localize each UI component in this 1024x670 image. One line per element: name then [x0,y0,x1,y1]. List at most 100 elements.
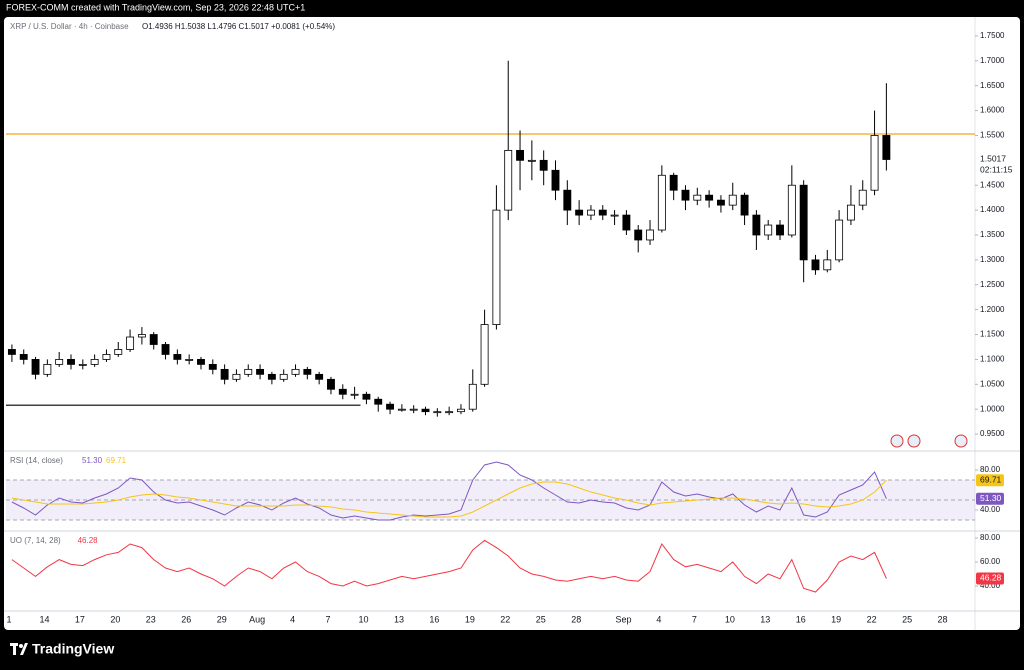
candle-body [468,383,477,410]
candle-body [327,378,335,390]
value-badge [976,492,1004,505]
candle-body [575,209,584,216]
x-tick-label: 4 [656,614,661,624]
candle-body [185,359,194,361]
logo-mark [20,643,28,655]
candle-body [598,209,607,216]
y-tick-label: 0.9500 [980,429,1005,438]
candle-body [622,214,631,231]
indicator-value: 46.28 [78,536,99,545]
x-tick-label: 19 [465,614,475,624]
y-tick-label: 80.00 [980,465,1001,474]
candle-body [31,359,40,375]
candle-body [610,214,619,217]
x-tick-label: 22 [500,614,510,624]
y-tick-label: 1.6500 [980,81,1005,90]
value-badge-label: 46.28 [980,573,1002,583]
event-icon [907,434,921,448]
value-badge [976,572,1004,585]
y-tick-label: 1.7000 [980,56,1005,65]
candle-body [291,368,300,375]
candle-body [563,189,572,211]
y-tick-label: 1.2000 [980,305,1005,314]
candle-body [669,174,678,191]
last-price-label: 1.5017 [980,154,1006,164]
event-icon [954,434,968,448]
brand: TradingView [32,641,114,657]
value-badge-label: 51.30 [980,493,1002,503]
candle-body [587,209,595,216]
x-tick-label: 23 [146,614,156,624]
y-tick-label: 1.3000 [980,255,1005,264]
header: FOREX-COMM created with TradingView.com,… [6,2,305,12]
candle-body [551,169,560,191]
candle-body [421,408,430,413]
y-tick-label: 40.00 [980,505,1001,514]
x-tick-label: 17 [75,614,85,624]
candle-body [173,354,182,360]
x-tick-label: 1 [6,614,11,624]
x-tick-label: 7 [326,614,331,624]
candle-body [7,349,16,355]
candle-body [350,393,359,396]
indicator-line [11,479,887,518]
candle-body [149,334,158,345]
indicator-value: 69.71 [106,456,127,465]
ohlc-legend: O1.4936 H1.5038 L1.4796 C1.5017 +0.0081 … [142,22,335,31]
candle-body [232,373,241,380]
candle-body [693,194,702,201]
candle-body [764,224,773,236]
candle-body [504,149,513,211]
value-badge [976,474,1004,487]
candle-body [681,189,690,201]
x-tick-label: 28 [571,614,581,624]
candle-body [740,194,749,216]
x-tick-label: 16 [796,614,806,624]
candle-body [835,219,844,261]
candle-body [846,204,855,221]
candle-body [811,259,820,271]
logo: TradingView [10,641,114,657]
y-tick-label: 1.4000 [980,205,1005,214]
candle-body [374,398,383,405]
candle-body [267,373,276,380]
candle-body [43,363,52,375]
series-name: XRP / U.S. Dollar · 4h · Coinbase [10,22,129,31]
y-tick-label: 1.5500 [980,131,1005,140]
y-tick-label: 1.0500 [980,379,1005,388]
candle-body [397,408,406,411]
value-badge-label: 69.71 [980,475,1002,485]
y-tick-label: 1.1000 [980,355,1005,364]
candle-body [657,174,666,231]
x-tick-label: 10 [725,614,735,624]
candle-body [787,184,796,236]
x-tick-label: 29 [217,614,227,624]
x-tick-label: 7 [692,614,697,624]
indicator-line [11,539,887,593]
x-tick-label: 14 [39,614,49,624]
x-tick-label: 19 [831,614,841,624]
candle-body [433,411,442,414]
x-tick-label: 26 [181,614,191,624]
candle-body [823,259,832,271]
candle-body [67,359,75,365]
x-tick-label: Aug [249,614,265,624]
candle-body [776,224,784,236]
x-tick-label: 22 [867,614,877,624]
indicator-title: RSI (14, close) [10,456,63,465]
x-tick-label: 13 [760,614,770,624]
y-tick-label: 1.2500 [980,280,1005,289]
candle-body [457,408,465,413]
candle-body [208,363,217,370]
logo-mark [19,644,23,648]
candle-body [445,411,454,414]
x-tick-label: 13 [394,614,404,624]
candle-body [315,373,324,380]
candle-body [126,336,135,350]
x-tick-label: Sep [615,614,631,624]
x-tick-label: 10 [359,614,369,624]
candle-body [480,324,489,385]
candle-body [492,209,501,325]
